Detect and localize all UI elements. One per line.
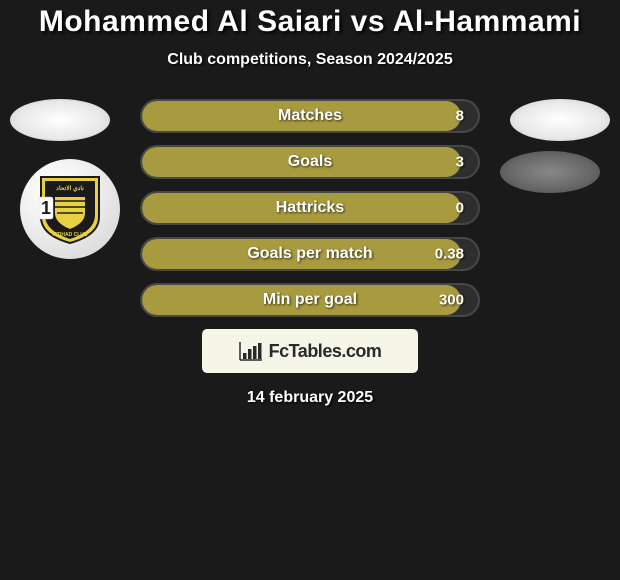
shield-arabic-text: نادي الاتحاد [56, 185, 84, 192]
player-badge-right-secondary [500, 151, 600, 193]
comparison-card: Mohammed Al Saiari vs Al-Hammami Club co… [0, 0, 620, 407]
stat-label: Min per goal [142, 291, 478, 309]
stat-bar-matches: Matches 8 [140, 99, 480, 133]
stat-value: 8 [456, 108, 464, 125]
stat-label: Hattricks [142, 199, 478, 217]
club-badge: نادي الاتحاد ITTIHAD CLUB 1 [20, 159, 120, 259]
stat-label: Goals [142, 153, 478, 171]
shield-club-name: ITTIHAD CLUB [53, 232, 88, 238]
stat-bar-hattricks: Hattricks 0 [140, 191, 480, 225]
stat-bars: Matches 8 Goals 3 Hattricks 0 Goals per … [140, 99, 480, 317]
stat-value: 300 [439, 292, 464, 309]
brand-text: FcTables.com [269, 341, 382, 362]
stats-area: نادي الاتحاد ITTIHAD CLUB 1 Matches 8 [0, 99, 620, 407]
date-text: 14 february 2025 [0, 389, 620, 407]
stat-bar-goals-per-match: Goals per match 0.38 [140, 237, 480, 271]
brand-box[interactable]: FcTables.com [202, 329, 418, 373]
stat-label: Goals per match [142, 245, 478, 263]
stat-value: 0.38 [435, 246, 464, 263]
stat-value: 3 [456, 154, 464, 171]
player-badge-right [510, 99, 610, 141]
subtitle: Club competitions, Season 2024/2025 [0, 51, 620, 69]
shield-number: 1 [41, 198, 51, 218]
stat-value: 0 [456, 200, 464, 217]
bar-chart-icon [239, 341, 263, 361]
stat-label: Matches [142, 107, 478, 125]
player-badge-left [10, 99, 110, 141]
stat-bar-goals: Goals 3 [140, 145, 480, 179]
ittihad-shield-icon: نادي الاتحاد ITTIHAD CLUB 1 [39, 173, 101, 245]
page-title: Mohammed Al Saiari vs Al-Hammami [0, 5, 620, 39]
stat-bar-min-per-goal: Min per goal 300 [140, 283, 480, 317]
